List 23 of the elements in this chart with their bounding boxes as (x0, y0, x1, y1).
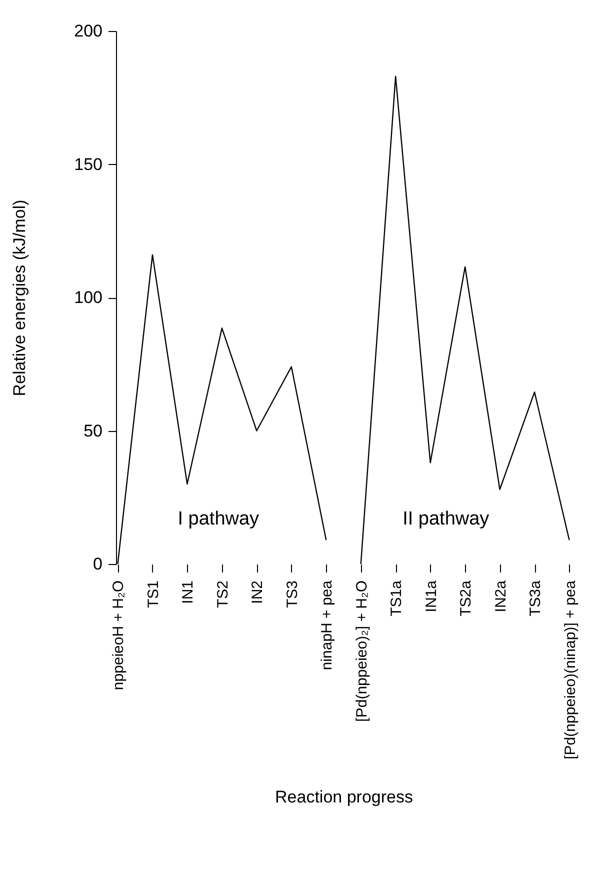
x-tick-label: TS3 (284, 580, 301, 608)
x-tick-label: nppeieoH + H₂O (110, 580, 128, 690)
x-tick-label: IN1a (422, 580, 440, 612)
x-tick-label: TS1a (388, 580, 406, 616)
y-tick-label: 0 (93, 554, 102, 574)
y-tick-label: 150 (74, 154, 102, 174)
x-tick-label: IN2a (492, 580, 510, 612)
annotation: I pathway (178, 508, 260, 530)
x-tick-label: TS2a (458, 580, 475, 616)
y-tick-label: 100 (74, 288, 102, 307)
x-tick-label: IN2 (249, 580, 266, 604)
annotation: II pathway (402, 508, 490, 530)
x-tick-label: TS1 (144, 580, 162, 608)
x-tick-label: [Pd(nppeieo)₂] + H₂O (353, 580, 370, 722)
x-tick-label: TS2 (214, 580, 232, 608)
x-tick-label: ninapH + pea (318, 580, 336, 670)
x-tick-label: [Pd(nppeieo)(ninap)] + pea (562, 580, 579, 760)
y-axis-title: Relative energies (kJ/mol) (10, 200, 30, 396)
x-tick-label: TS3a (527, 580, 544, 616)
x-tick-label: IN1 (180, 580, 197, 604)
y-tick-label: 200 (74, 22, 102, 40)
x-axis-title: Reaction progress (275, 787, 413, 806)
y-tick-label: 50 (84, 421, 102, 440)
